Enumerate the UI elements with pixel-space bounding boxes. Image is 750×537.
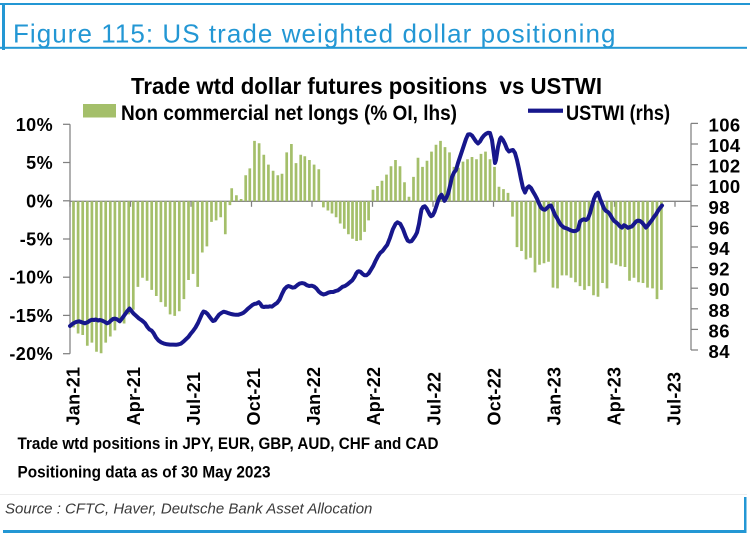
svg-text:-15%: -15% <box>9 306 53 326</box>
svg-text:Oct-21: Oct-21 <box>244 368 264 426</box>
svg-text:Source : CFTC, Haver, Deutsche: Source : CFTC, Haver, Deutsche Bank Asse… <box>5 501 372 518</box>
svg-text:88: 88 <box>709 300 730 321</box>
svg-text:Jul-22: Jul-22 <box>424 372 444 426</box>
svg-text:Non commercial net longs (% OI: Non commercial net longs (% OI, lhs) <box>121 102 457 125</box>
svg-text:86: 86 <box>709 320 730 341</box>
svg-text:94: 94 <box>709 238 731 259</box>
svg-text:-5%: -5% <box>20 230 53 250</box>
svg-text:-20%: -20% <box>9 344 53 364</box>
svg-text:USTWI (rhs): USTWI (rhs) <box>566 102 670 125</box>
svg-text:Apr-22: Apr-22 <box>364 367 384 426</box>
svg-text:Jan-21: Jan-21 <box>64 367 84 426</box>
svg-text:100: 100 <box>709 176 741 197</box>
svg-text:Figure 115: US trade weighted: Figure 115: US trade weighted dollar pos… <box>13 19 616 49</box>
svg-text:104: 104 <box>709 135 741 156</box>
svg-text:Positioning data as of 30 May: Positioning data as of 30 May 2023 <box>18 463 271 482</box>
svg-text:Oct-22: Oct-22 <box>484 368 504 426</box>
svg-text:Apr-21: Apr-21 <box>124 367 144 426</box>
svg-text:Trade wtd positions in JPY, EU: Trade wtd positions in JPY, EUR, GBP, AU… <box>18 434 439 453</box>
svg-text:Trade wtd dollar futures posit: Trade wtd dollar futures positions vs US… <box>131 73 602 99</box>
svg-text:102: 102 <box>709 156 741 177</box>
svg-text:-10%: -10% <box>9 268 53 288</box>
svg-text:84: 84 <box>709 341 731 362</box>
svg-text:5%: 5% <box>26 153 53 173</box>
svg-text:Jan-22: Jan-22 <box>304 367 324 426</box>
svg-text:98: 98 <box>709 197 730 218</box>
svg-text:106: 106 <box>709 114 741 135</box>
svg-text:0%: 0% <box>26 191 53 211</box>
svg-text:Apr-23: Apr-23 <box>605 367 625 426</box>
svg-text:10%: 10% <box>16 115 53 135</box>
svg-text:Jan-23: Jan-23 <box>545 367 565 426</box>
svg-text:96: 96 <box>709 217 730 238</box>
svg-text:90: 90 <box>709 279 730 300</box>
svg-text:92: 92 <box>709 259 730 280</box>
svg-text:Jul-23: Jul-23 <box>665 372 685 426</box>
svg-text:Jul-21: Jul-21 <box>184 372 204 426</box>
